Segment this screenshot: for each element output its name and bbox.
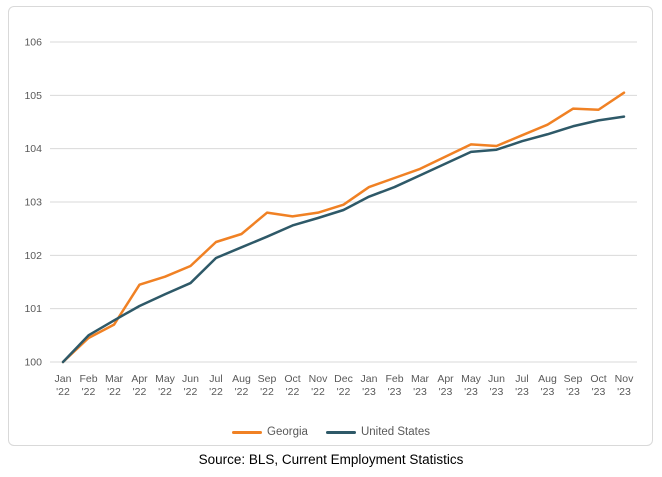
x-tick-label: Feb '22 <box>79 373 97 398</box>
y-tick-label: 105 <box>24 90 42 102</box>
x-tick-label: Jul '22 <box>209 373 223 398</box>
x-tick-label: Apr '23 <box>437 373 454 398</box>
y-tick-label: 104 <box>24 143 42 155</box>
y-tick-label: 106 <box>24 37 42 49</box>
y-tick-label: 103 <box>24 197 42 209</box>
x-tick-label: Feb '23 <box>385 373 403 398</box>
x-tick-label: Nov '22 <box>309 373 328 398</box>
y-tick-label: 101 <box>24 303 42 315</box>
x-tick-label: Oct '22 <box>284 373 300 398</box>
united-states-line-swatch-icon <box>325 430 356 434</box>
x-tick-label: Jul '23 <box>515 373 529 398</box>
x-tick-label: Mar '22 <box>105 373 124 398</box>
legend-label-united-states: United States <box>360 426 430 438</box>
chart-legend: Georgia United States <box>0 426 662 438</box>
x-tick-label: Nov '23 <box>615 373 634 398</box>
georgia-line-swatch-icon <box>232 430 263 434</box>
x-tick-label: Aug '22 <box>232 373 251 398</box>
chart-frame <box>8 6 653 446</box>
x-tick-label: Apr '22 <box>131 373 148 398</box>
legend-item-georgia: Georgia <box>232 426 308 438</box>
x-tick-label: May '22 <box>155 373 176 398</box>
legend-item-united-states: United States <box>325 426 430 438</box>
x-tick-label: Oct '23 <box>590 373 606 398</box>
x-tick-label: Jan '23 <box>361 373 378 398</box>
x-tick-label: Sep '22 <box>258 373 277 398</box>
x-tick-label: Jan '22 <box>55 373 72 398</box>
x-tick-label: Aug '23 <box>538 373 557 398</box>
source-caption: Source: BLS, Current Employment Statisti… <box>198 452 464 467</box>
y-tick-label: 100 <box>24 357 42 369</box>
x-tick-label: Dec '22 <box>334 373 353 398</box>
x-tick-label: Jun '23 <box>488 373 505 398</box>
y-tick-label: 102 <box>24 250 42 262</box>
series-line-georgia <box>61 91 626 364</box>
x-tick-label: Sep '23 <box>564 373 583 398</box>
series-line-united-states <box>61 115 626 364</box>
x-tick-label: May '23 <box>461 373 482 398</box>
x-tick-label: Jun '22 <box>182 373 199 398</box>
x-tick-label: Mar '23 <box>411 373 430 398</box>
legend-label-georgia: Georgia <box>267 426 308 438</box>
